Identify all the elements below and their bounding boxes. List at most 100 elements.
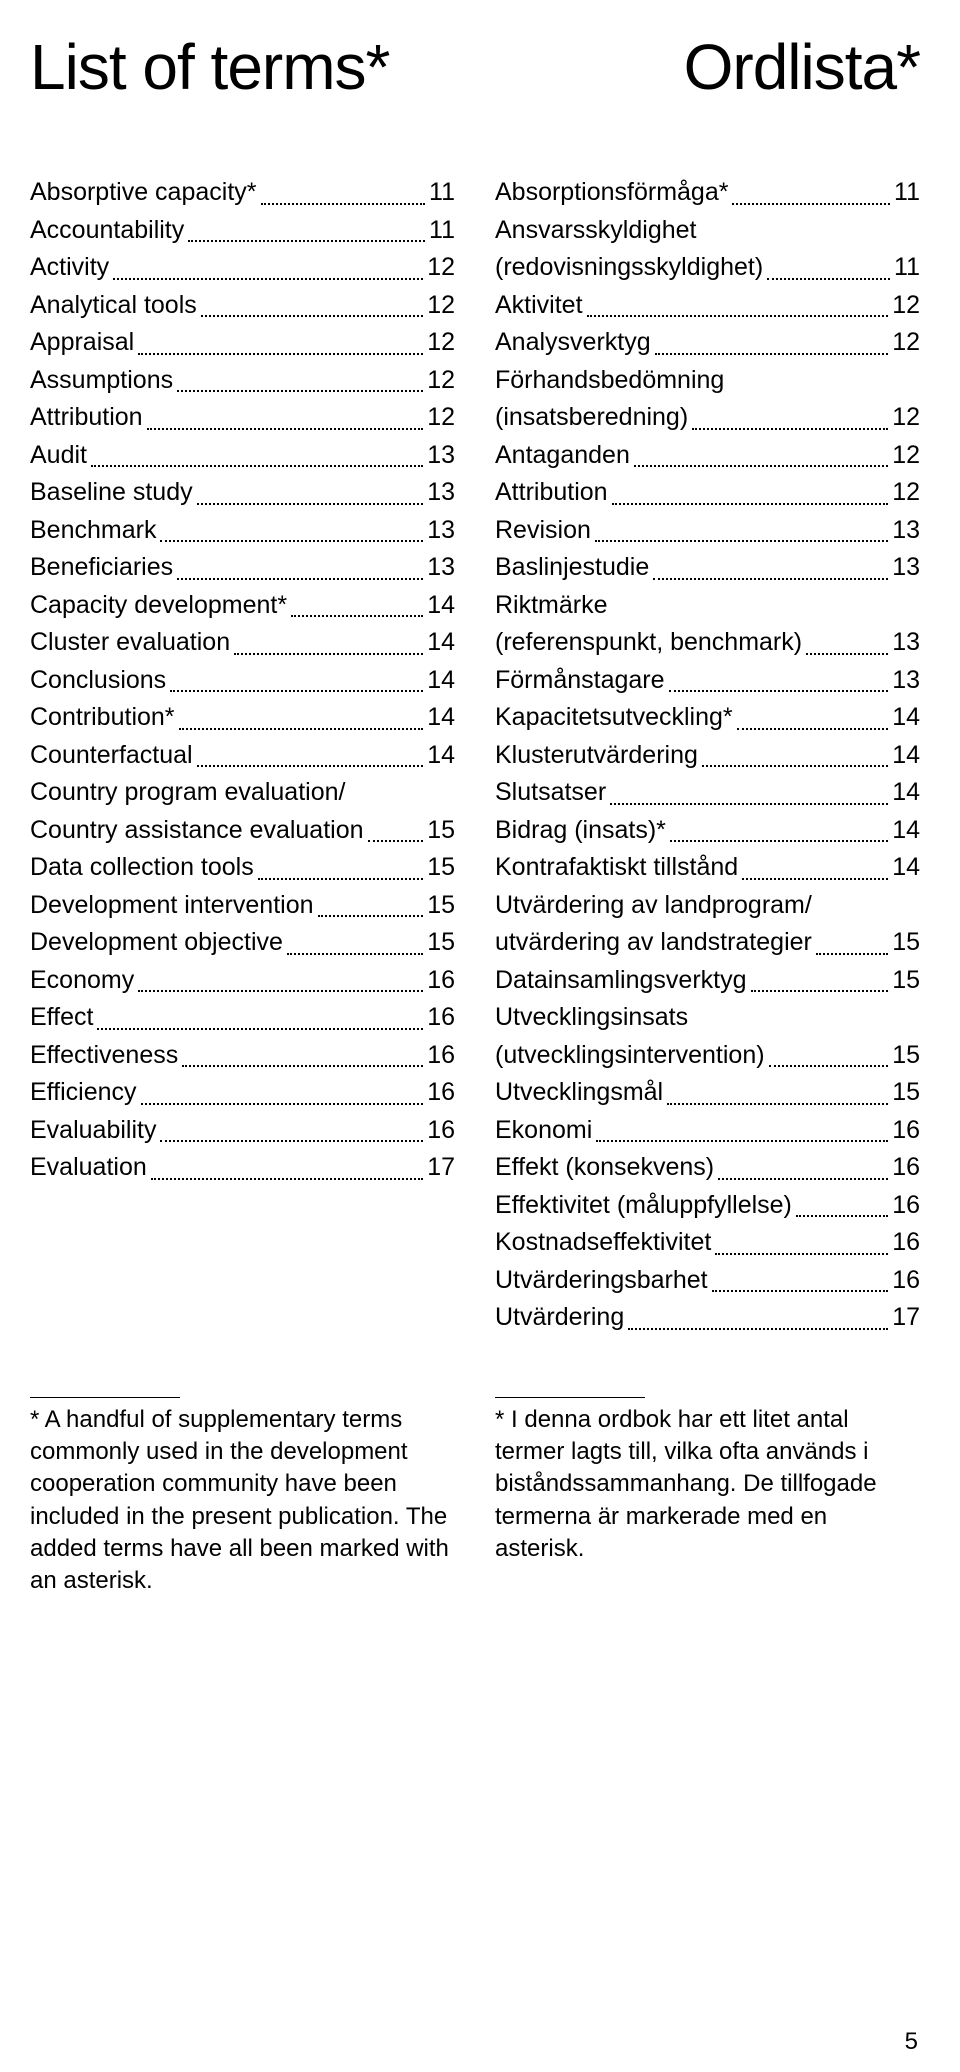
footnote-left-text: * A handful of supplementary terms commo… [30, 1404, 455, 1598]
toc-leader-dots [737, 728, 889, 730]
toc-entry: Assumptions12 [30, 362, 455, 400]
toc-leader-dots [151, 1178, 423, 1180]
toc-page: 12 [892, 324, 920, 362]
toc-term: Antaganden [495, 437, 630, 475]
toc-term-line: Ansvarsskyldighet [495, 212, 920, 250]
footnote-right: * I denna ordbok har ett litet antal ter… [495, 1397, 920, 1598]
footnote-left: * A handful of supplementary terms commo… [30, 1397, 455, 1598]
toc-leader-dots [653, 578, 888, 580]
toc-leader-dots [201, 315, 423, 317]
toc-col-right: Absorptionsförmåga*11Ansvarsskyldighet(r… [495, 174, 920, 1337]
toc-leader-dots [287, 953, 423, 955]
toc-entry: Evaluation17 [30, 1149, 455, 1187]
toc-term: Baslinjestudie [495, 549, 649, 587]
toc-entry: Antaganden12 [495, 437, 920, 475]
toc-term: Data collection tools [30, 849, 254, 887]
title-row: List of terms* Ordlista* [30, 30, 920, 104]
toc-term: Contribution* [30, 699, 175, 737]
toc-page: 17 [892, 1299, 920, 1337]
title-left: List of terms* [30, 30, 389, 104]
toc-entry: Ansvarsskyldighet(redovisningsskyldighet… [495, 212, 920, 287]
toc-page: 11 [429, 212, 455, 250]
toc-page: 13 [892, 624, 920, 662]
toc-leader-dots [179, 728, 424, 730]
toc-entry: Absorptionsförmåga*11 [495, 174, 920, 212]
toc-entry: Utvecklingsinsats(utvecklingsinterventio… [495, 999, 920, 1074]
toc-page: 15 [892, 1037, 920, 1075]
toc-leader-dots [715, 1253, 888, 1255]
toc-entry: Attribution12 [495, 474, 920, 512]
toc-term: Kostnadseffektivitet [495, 1224, 711, 1262]
toc-entry: Utvecklingsmål15 [495, 1074, 920, 1112]
toc-entry: Development objective15 [30, 924, 455, 962]
toc-term-line: Riktmärke [495, 587, 920, 625]
toc-leader-dots [816, 953, 888, 955]
toc-entry: Klusterutvärdering14 [495, 737, 920, 775]
toc-col-left: Absorptive capacity*11Accountability11Ac… [30, 174, 455, 1337]
toc-entry-row: Country assistance evaluation15 [30, 812, 455, 850]
toc-entry: Bidrag (insats)*14 [495, 812, 920, 850]
toc-term: Förmånstagare [495, 662, 665, 700]
toc-entry: Revision13 [495, 512, 920, 550]
toc-leader-dots [258, 878, 423, 880]
toc-leader-dots [587, 315, 889, 317]
toc-entry: Effectiveness16 [30, 1037, 455, 1075]
toc-entry: Riktmärke(referenspunkt, benchmark)13 [495, 587, 920, 662]
toc-entry: Effect16 [30, 999, 455, 1037]
toc-entry: Utvärdering av landprogram/utvärdering a… [495, 887, 920, 962]
toc-page: 14 [427, 662, 455, 700]
toc-entry: Audit13 [30, 437, 455, 475]
toc-page: 11 [429, 174, 455, 212]
page-number: 5 [905, 2028, 918, 2056]
toc-page: 15 [892, 924, 920, 962]
toc-entry: Efficiency16 [30, 1074, 455, 1112]
toc-term-line: Utvecklingsinsats [495, 999, 920, 1037]
footnote-rule [495, 1397, 645, 1398]
toc-page: 17 [427, 1149, 455, 1187]
toc-entry: Slutsatser14 [495, 774, 920, 812]
toc-leader-dots [655, 353, 889, 355]
toc-page: 16 [427, 999, 455, 1037]
toc-page: 12 [427, 287, 455, 325]
toc-entry: Activity12 [30, 249, 455, 287]
toc-term: Effektivitet (måluppfyllelse) [495, 1187, 792, 1225]
toc-entry: Utvärdering17 [495, 1299, 920, 1337]
toc-term: Absorptionsförmåga* [495, 174, 728, 212]
toc-page: 16 [892, 1262, 920, 1300]
toc-entry-row: (referenspunkt, benchmark)13 [495, 624, 920, 662]
toc-page: 11 [894, 249, 920, 287]
toc-term: Absorptive capacity* [30, 174, 257, 212]
toc-entry: Kostnadseffektivitet16 [495, 1224, 920, 1262]
footnotes-row: * A handful of supplementary terms commo… [30, 1397, 920, 1598]
toc-page: 15 [427, 924, 455, 962]
toc-term: Slutsatser [495, 774, 606, 812]
toc-page: 16 [427, 1112, 455, 1150]
toc-leader-dots [138, 353, 423, 355]
toc-leader-dots [113, 278, 423, 280]
toc-entry: Counterfactual14 [30, 737, 455, 775]
toc-entry: Benchmark13 [30, 512, 455, 550]
toc-entry: Förhandsbedömning(insatsberedning)12 [495, 362, 920, 437]
toc-page: 14 [892, 812, 920, 850]
toc-entry: Beneficiaries13 [30, 549, 455, 587]
toc-term: Datainsamlingsverktyg [495, 962, 747, 1000]
toc-page: 13 [427, 549, 455, 587]
title-right: Ordlista* [684, 30, 920, 104]
toc-leader-dots [712, 1290, 889, 1292]
toc-page: 15 [892, 962, 920, 1000]
toc-leader-dots [368, 840, 424, 842]
toc-term: Utvärderingsbarhet [495, 1262, 708, 1300]
toc-entry: Data collection tools15 [30, 849, 455, 887]
toc-entry: Förmånstagare13 [495, 662, 920, 700]
toc-page: 14 [892, 699, 920, 737]
toc-entry: Utvärderingsbarhet 16 [495, 1262, 920, 1300]
toc-leader-dots [234, 653, 423, 655]
toc-leader-dots [667, 1103, 888, 1105]
toc-page: 12 [427, 399, 455, 437]
toc-entry: Development intervention15 [30, 887, 455, 925]
toc-term: Cluster evaluation [30, 624, 230, 662]
toc-page: 14 [427, 737, 455, 775]
toc-page: 13 [427, 512, 455, 550]
toc-entry: Evaluability16 [30, 1112, 455, 1150]
toc-leader-dots [188, 240, 425, 242]
